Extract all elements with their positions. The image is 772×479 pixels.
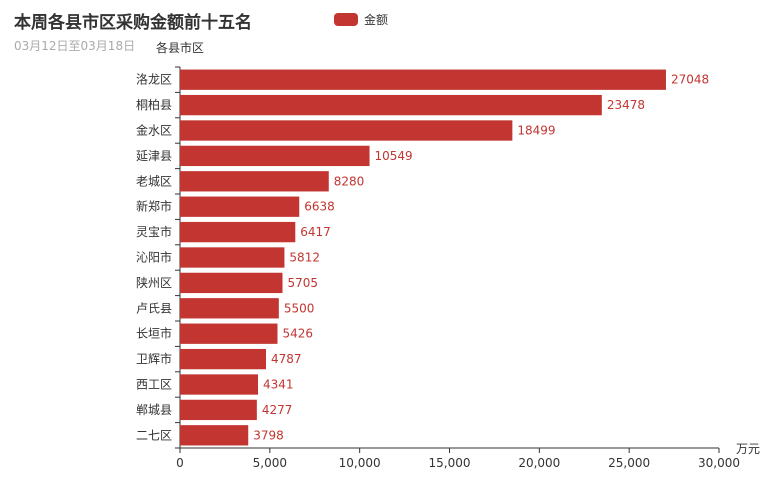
x-tick-label: 25,000 xyxy=(608,456,650,470)
data-label: 5812 xyxy=(289,251,320,265)
bar xyxy=(180,323,278,344)
data-label: 4341 xyxy=(263,378,294,392)
data-label: 5705 xyxy=(287,276,318,290)
x-tick-label: 15,000 xyxy=(429,456,471,470)
bar xyxy=(180,69,666,90)
y-tick-label: 洛龙区 xyxy=(136,72,172,87)
y-tick-label: 卫辉市 xyxy=(136,351,172,366)
x-tick-label: 20,000 xyxy=(518,456,560,470)
y-tick-label: 二七区 xyxy=(136,428,172,442)
data-label: 6638 xyxy=(304,200,335,214)
y-tick-label: 延津县 xyxy=(136,149,172,163)
data-label: 23478 xyxy=(607,98,645,112)
chart-subtitle: 03月12日至03月18日 xyxy=(14,39,136,53)
y-tick-label: 卢氏县 xyxy=(136,300,172,315)
legend[interactable]: 金额 xyxy=(334,11,388,28)
y-tick-label: 长垣市 xyxy=(136,326,172,341)
y-tick-label: 陕州区 xyxy=(136,275,172,290)
y-tick-label: 沁阳市 xyxy=(136,250,172,265)
y-tick-label: 金水区 xyxy=(136,123,172,138)
data-label: 5500 xyxy=(284,301,315,315)
bar xyxy=(180,120,513,141)
legend-swatch xyxy=(334,13,358,26)
data-label: 8280 xyxy=(334,174,365,188)
data-label: 6417 xyxy=(300,225,331,239)
bar xyxy=(180,272,283,294)
bar xyxy=(180,247,285,268)
legend-label: 金额 xyxy=(364,13,389,27)
y-tick-label: 灵宝市 xyxy=(136,224,172,239)
y-tick-label: 郸城县 xyxy=(136,403,172,417)
y-tick-label: 桐柏县 xyxy=(136,97,172,112)
bar xyxy=(180,425,249,446)
bar xyxy=(180,94,602,116)
y-axis-label: 各县市区 xyxy=(156,41,205,55)
chart-title: 本周各县市区采购金额前十五名 xyxy=(14,13,252,33)
x-tick-label: 30,000 xyxy=(698,456,740,470)
bar xyxy=(180,348,267,370)
data-label: 4277 xyxy=(262,403,293,417)
bar xyxy=(180,196,300,217)
data-label: 5426 xyxy=(282,327,313,341)
bar xyxy=(180,399,257,421)
bar xyxy=(180,221,296,243)
x-tick-label: 10,000 xyxy=(339,456,381,470)
data-label: 10549 xyxy=(375,149,413,163)
y-tick-label: 新郑市 xyxy=(136,199,172,214)
y-tick-label: 老城区 xyxy=(136,174,172,188)
x-tick-label: 0 xyxy=(176,456,184,470)
x-axis-label: 万元 xyxy=(736,442,761,456)
data-label: 3798 xyxy=(253,428,284,442)
bar xyxy=(180,171,329,192)
data-label: 4787 xyxy=(271,352,302,366)
data-label: 18499 xyxy=(517,124,555,138)
bar xyxy=(180,298,279,319)
data-label: 27048 xyxy=(671,73,709,87)
bar xyxy=(180,145,370,167)
x-tick-label: 5,000 xyxy=(253,456,287,470)
bar xyxy=(180,374,258,395)
y-tick-label: 西工区 xyxy=(136,378,172,392)
